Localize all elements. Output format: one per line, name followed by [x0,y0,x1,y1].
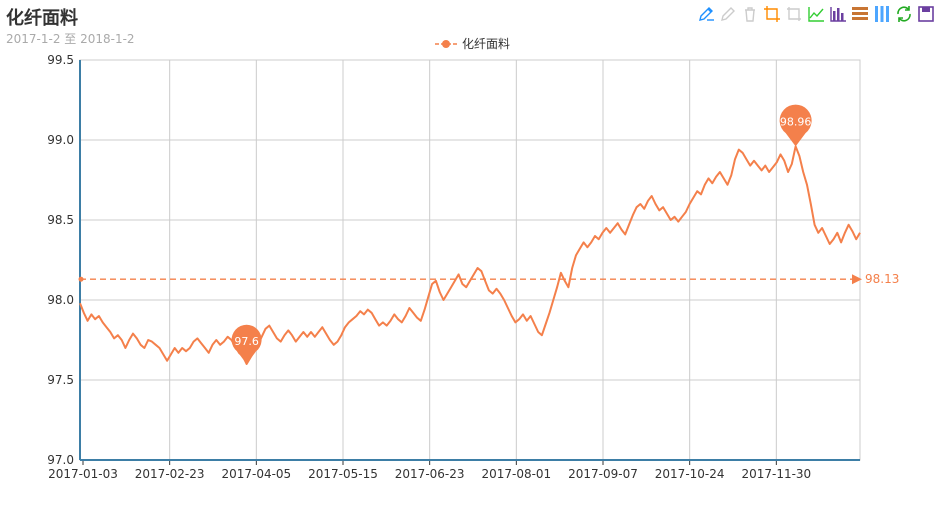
series-line [79,145,861,365]
mark-clear-icon[interactable] [740,4,760,24]
zoom-icon[interactable] [762,4,782,24]
average-value-label: 98.13 [865,272,899,286]
y-tick-label: 99.0 [47,133,74,147]
min-marker-pin [231,324,262,364]
bar-chart-icon[interactable] [828,4,848,24]
restore-icon[interactable] [894,4,914,24]
average-line-start [78,276,84,282]
stack-icon[interactable] [850,4,870,24]
save-image-icon[interactable] [916,4,936,24]
y-tick-label: 97.0 [47,453,74,467]
chart-title: 化纤面料 [6,8,78,29]
chart-toolbox [696,4,936,24]
max-marker-label: 98.96 [780,116,812,129]
chart-subtitle: 2017-1-2 至 2018-1-2 [6,32,135,46]
x-tick-label: 2017-05-15 [308,467,378,481]
x-tick-label: 2017-09-07 [568,467,638,481]
legend-label: 化纤面料 [462,37,511,51]
x-tick-label: 2017-06-23 [395,467,465,481]
legend-line-icon [435,39,457,48]
y-tick-label: 98.0 [47,293,74,307]
average-line-arrow [852,274,862,285]
plot-area [79,59,861,461]
mark-undo-icon[interactable] [718,4,738,24]
y-tick-label: 98.5 [47,213,74,227]
y-tick-label: 97.5 [47,373,74,387]
x-tick-label: 2017-02-23 [135,467,205,481]
x-tick-label: 2017-01-03 [48,467,118,481]
min-marker-label: 97.6 [234,335,259,348]
tiled-icon[interactable] [872,4,892,24]
y-tick-label: 99.5 [47,53,74,67]
x-tick-label: 2017-10-24 [655,467,725,481]
x-tick-label: 2017-04-05 [221,467,291,481]
x-tick-label: 2017-11-30 [741,467,811,481]
legend-item[interactable]: 化纤面料 [434,35,510,52]
zoom-reset-icon[interactable] [784,4,804,24]
max-marker-pin [779,104,812,147]
x-tick-label: 2017-08-01 [481,467,551,481]
mark-icon[interactable] [696,4,716,24]
line-chart-icon[interactable] [806,4,826,24]
